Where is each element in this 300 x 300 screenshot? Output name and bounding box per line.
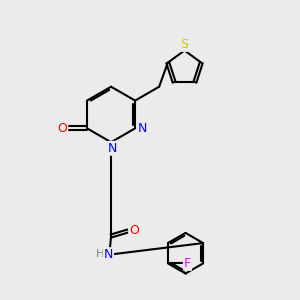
- Text: O: O: [129, 224, 139, 238]
- Text: N: N: [108, 142, 118, 155]
- Text: O: O: [57, 122, 67, 135]
- Text: F: F: [184, 257, 191, 270]
- Text: N: N: [104, 248, 113, 261]
- Text: N: N: [138, 122, 147, 135]
- Text: S: S: [181, 38, 188, 51]
- Text: H: H: [96, 249, 104, 259]
